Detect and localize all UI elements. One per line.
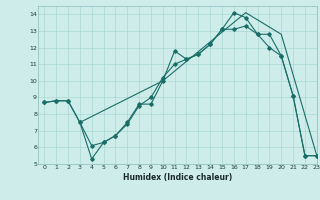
X-axis label: Humidex (Indice chaleur): Humidex (Indice chaleur) — [123, 173, 232, 182]
